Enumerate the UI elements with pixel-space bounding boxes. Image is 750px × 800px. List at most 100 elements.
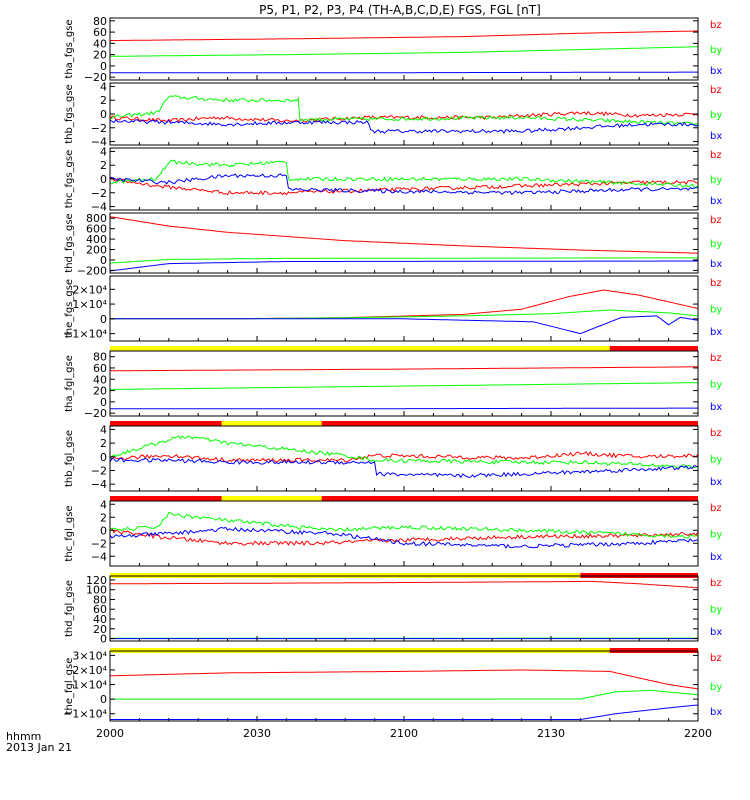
y-tick-label: −4 xyxy=(91,136,107,149)
y-tick-label: 2 xyxy=(100,437,107,450)
series-line-bz xyxy=(110,289,699,320)
legend-by: by xyxy=(710,239,722,250)
panel-frame xyxy=(109,82,699,146)
y-tick-label: −20 xyxy=(84,407,107,420)
y-tick-label: 1×10⁴ xyxy=(72,298,107,311)
y-axis-label: tha_fgl_gse xyxy=(64,355,75,412)
y-tick-label: 20 xyxy=(93,385,107,398)
series-line-bx xyxy=(110,315,699,335)
y-axis-label: the_fgs_gse xyxy=(64,279,75,338)
y-tick-label: 0 xyxy=(100,396,107,409)
mode-bar-red xyxy=(110,421,222,426)
series-line-by xyxy=(110,382,698,390)
y-tick-label: −4 xyxy=(91,478,107,491)
y-tick-label: 4 xyxy=(100,498,107,511)
x-tick-label: 2030 xyxy=(243,727,271,740)
y-tick-label: 60 xyxy=(93,26,107,39)
y-tick-label: 0 xyxy=(100,313,107,326)
series-line-by xyxy=(110,309,699,320)
y-tick-label: −1×10⁴ xyxy=(63,328,107,341)
legend-bz: bz xyxy=(710,353,722,364)
x-axis: 2000 2030 2100 2130 2200 xyxy=(96,75,712,740)
legend-by: by xyxy=(710,380,722,391)
legend-by: by xyxy=(710,110,722,121)
y-tick-label: −20 xyxy=(84,71,107,84)
y-tick-label: −200 xyxy=(77,264,107,277)
legend-bx: bx xyxy=(710,402,722,413)
series-line-bz xyxy=(109,177,699,196)
y-tick-label: 100 xyxy=(86,584,107,597)
panel-8: 420−2−4 thc_fgl_gse bz by bx xyxy=(64,498,722,578)
series-line-bz xyxy=(109,528,699,547)
y-tick-label: 200 xyxy=(86,244,107,257)
y-tick-label: −2 xyxy=(91,122,107,135)
y-tick-label: 400 xyxy=(86,233,107,246)
y-tick-label: 0 xyxy=(100,173,107,186)
y-axis-label: thc_fgs_gse xyxy=(64,150,75,209)
y-axis-label: thb_fgl_gse xyxy=(64,430,75,487)
series-line-by xyxy=(109,257,698,264)
y-tick-label: 600 xyxy=(86,223,107,236)
y-tick-label: 2×10⁴ xyxy=(72,664,107,677)
y-tick-label: 0 xyxy=(100,451,107,464)
panel-2: 420−2−4 thb_fgs_gse bz by bx xyxy=(64,80,722,148)
series-line-bx xyxy=(109,457,699,479)
mode-bar-yellow xyxy=(110,346,610,351)
series-line-by xyxy=(109,159,699,188)
series-line-bx xyxy=(109,526,699,549)
mode-bar-yellow xyxy=(221,421,322,426)
series-line-bz xyxy=(110,366,698,372)
y-tick-label: 40 xyxy=(93,37,107,50)
y-tick-label: −1×10⁴ xyxy=(63,708,107,721)
y-tick-label: 0 xyxy=(100,60,107,73)
legend-bx: bx xyxy=(710,131,722,142)
legend-bx: bx xyxy=(710,552,722,563)
y-tick-label: −4 xyxy=(91,550,107,563)
series-line-bx xyxy=(109,173,698,196)
y-tick-label: 120 xyxy=(86,574,107,587)
legend-by: by xyxy=(710,175,722,186)
legend-by: by xyxy=(710,305,722,316)
y-tick-label: 3×10⁴ xyxy=(72,649,107,662)
y-tick-label: 4 xyxy=(100,423,107,436)
x-tick-label: 2100 xyxy=(390,727,418,740)
y-axis-label: thd_fgl_gse xyxy=(64,580,75,637)
y-tick-label: −2 xyxy=(91,464,107,477)
legend-by: by xyxy=(710,455,722,466)
series-line-bz xyxy=(110,580,699,589)
series-line-bx xyxy=(110,71,698,74)
series-line-by xyxy=(110,46,699,57)
legend-bx: bx xyxy=(710,259,722,270)
legend-by: by xyxy=(710,530,722,541)
series-line-bx xyxy=(110,407,698,410)
series-line-by xyxy=(109,435,699,469)
y-tick-label: −2 xyxy=(91,537,107,550)
y-tick-label: −2 xyxy=(91,187,107,200)
legend-bx: bx xyxy=(710,477,722,488)
y-tick-label: 60 xyxy=(93,603,107,616)
legend-bz: bz xyxy=(710,503,722,514)
mode-bar-red xyxy=(609,346,698,351)
series-line-bz xyxy=(109,110,699,123)
y-tick-label: −4 xyxy=(91,201,107,214)
panel-frame xyxy=(109,650,699,722)
series-line-bx xyxy=(109,260,698,272)
panel-frame xyxy=(109,275,699,342)
legend-bz: bz xyxy=(710,215,722,226)
series-line-by xyxy=(109,511,699,539)
y-tick-label: 0 xyxy=(100,254,107,267)
series-line-bz xyxy=(109,216,699,254)
y-tick-label: 0 xyxy=(100,693,107,706)
legend-bz: bz xyxy=(710,20,722,31)
y-axis-label: thb_fgs_gse xyxy=(64,84,75,143)
series-line-bz xyxy=(109,451,699,463)
y-tick-label: 20 xyxy=(93,49,107,62)
x-tick-label: 2000 xyxy=(96,727,124,740)
